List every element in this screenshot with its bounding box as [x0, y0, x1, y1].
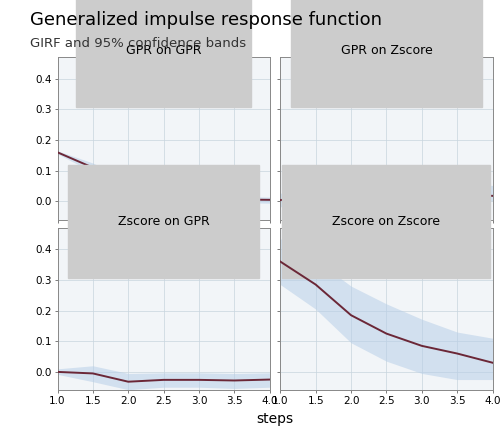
- Text: Generalized impulse response function: Generalized impulse response function: [30, 11, 382, 29]
- Text: GIRF and 95% confidence bands: GIRF and 95% confidence bands: [30, 37, 246, 50]
- Title: GPR on Zscore: GPR on Zscore: [340, 45, 432, 57]
- Title: Zscore on GPR: Zscore on GPR: [118, 215, 210, 228]
- Title: Zscore on Zscore: Zscore on Zscore: [332, 215, 440, 228]
- Text: steps: steps: [256, 411, 294, 426]
- Title: GPR on GPR: GPR on GPR: [126, 45, 202, 57]
